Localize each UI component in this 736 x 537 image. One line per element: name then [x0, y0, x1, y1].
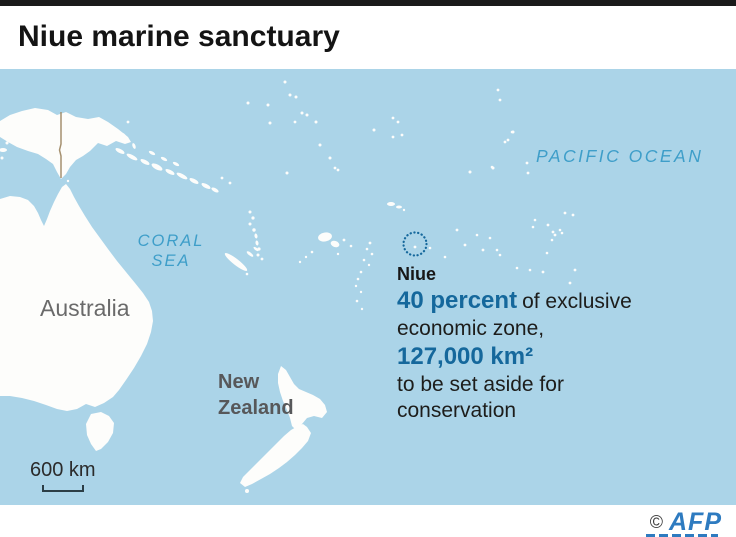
cropped-credit-line: [646, 534, 718, 537]
niue-label: Niue: [397, 264, 437, 284]
niue-marker-icon: [402, 231, 428, 257]
header: Niue marine sanctuary: [0, 6, 736, 69]
map-geography: [0, 69, 736, 505]
png-border-line: [58, 112, 62, 178]
tonga-islands: [354, 241, 374, 311]
stat-40-percent: 40 percent: [397, 287, 518, 314]
afp-credit: © AFP: [650, 508, 722, 537]
pacific-ocean-label: PACIFIC OCEAN: [536, 146, 704, 166]
samoa-islands: [387, 202, 406, 212]
stat-area: 127,000 km²: [397, 343, 534, 370]
scale-bar: [42, 485, 84, 492]
new-zealand-label: New Zealand: [218, 371, 294, 419]
annotation-line-1: 40 percent of exclusive: [397, 286, 677, 316]
pacific-map: PACIFIC OCEAN CORAL SEA Australia New Ze…: [0, 69, 736, 505]
stat-1-suffix: of exclusive: [522, 290, 632, 313]
tasmania-landmass: [86, 412, 114, 451]
map-scale: 600 km: [30, 459, 96, 492]
coral-sea-label: CORAL SEA: [137, 232, 205, 270]
new-zealand-south-island: [240, 424, 311, 487]
scale-label: 600 km: [30, 459, 96, 481]
australia-label: Australia: [40, 295, 130, 321]
new-caledonia: [224, 246, 259, 276]
copyright-symbol: ©: [649, 512, 663, 532]
new-guinea-landmass: [0, 108, 131, 179]
new-zealand-north-island: [278, 366, 327, 431]
solomon-islands: [115, 148, 232, 193]
annotation-line-2: economic zone,: [397, 317, 545, 340]
afp-logo: AFP: [669, 508, 722, 536]
annotation-line-4: conservation: [397, 399, 517, 422]
page-title: Niue marine sanctuary: [18, 20, 340, 53]
niue-annotation: Niue 40 percent of exclusive economic zon…: [397, 262, 677, 424]
footer: © AFP: [0, 505, 736, 537]
annotation-line-3: to be set aside for: [397, 373, 564, 396]
pacific-island-dots: [246, 80, 577, 285]
australia-landmass: [0, 184, 153, 411]
fiji-islands: [298, 232, 353, 264]
top-bar: [0, 0, 736, 6]
vanuatu-islands: [248, 210, 264, 261]
